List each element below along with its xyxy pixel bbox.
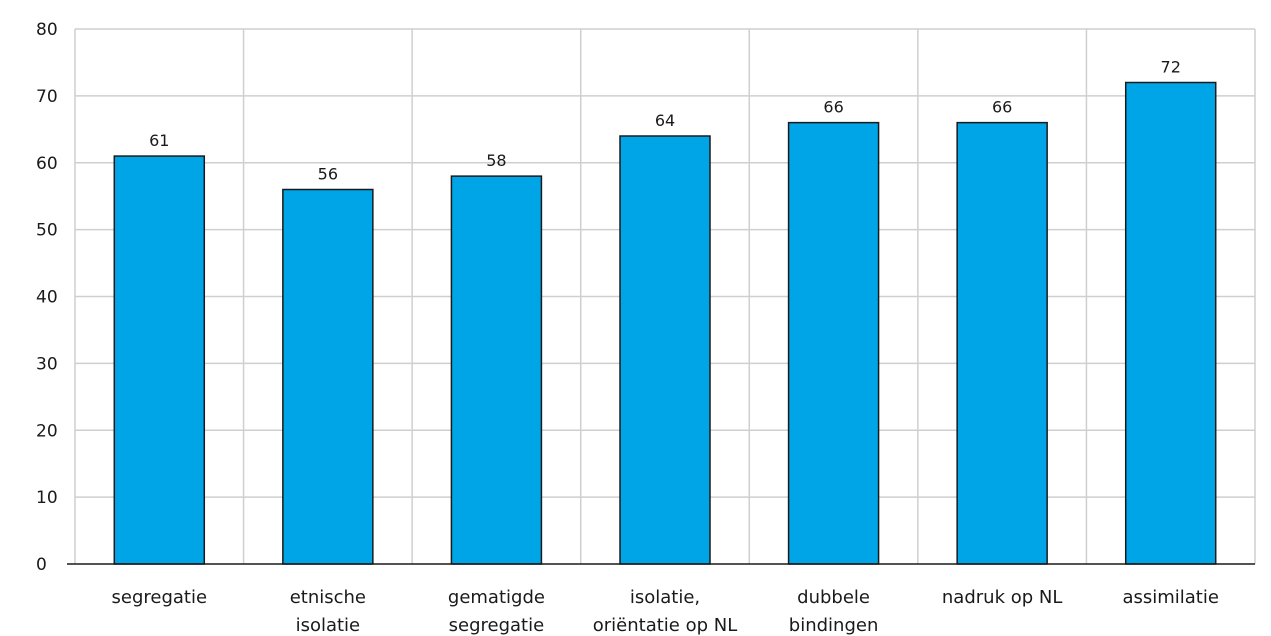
y-tick-label: 10 bbox=[36, 488, 58, 508]
data-label: 58 bbox=[486, 151, 506, 170]
data-label: 66 bbox=[823, 98, 843, 117]
y-tick-label: 40 bbox=[36, 288, 58, 308]
bar bbox=[282, 188, 374, 565]
bar bbox=[956, 121, 1048, 565]
x-tick-label: nadruk op NL bbox=[942, 587, 1062, 608]
bar bbox=[113, 155, 206, 565]
y-tick-label: 70 bbox=[36, 87, 58, 107]
y-tick-label: 60 bbox=[36, 154, 58, 174]
data-label: 64 bbox=[655, 111, 675, 130]
x-tick-label: etnische isolatie bbox=[290, 587, 366, 636]
y-tick-label: 30 bbox=[36, 354, 58, 374]
y-tick-label: 80 bbox=[36, 20, 58, 40]
x-tick-label: dubbele bindingen bbox=[789, 587, 879, 636]
bar bbox=[787, 121, 880, 565]
bar bbox=[450, 175, 543, 565]
x-tick-label: assimilatie bbox=[1122, 587, 1219, 608]
x-tick-label: segregatie bbox=[112, 587, 208, 608]
x-tick-label: gematigde segregatie bbox=[448, 587, 545, 636]
data-label: 66 bbox=[992, 98, 1012, 117]
y-tick-label: 20 bbox=[36, 421, 58, 441]
y-tick-label: 0 bbox=[36, 555, 47, 575]
data-label: 56 bbox=[318, 165, 338, 184]
bar bbox=[1124, 81, 1217, 565]
x-tick-label: isolatie, oriëntatie op NL bbox=[593, 587, 738, 636]
data-label: 61 bbox=[149, 131, 169, 150]
bars bbox=[113, 81, 1217, 565]
labels: 0 10 20 30 40 50 60 70 80 61 segregatie 56 etnische i… bbox=[36, 20, 1219, 636]
y-tick-label: 50 bbox=[36, 221, 58, 241]
bar bbox=[619, 135, 711, 565]
data-label: 72 bbox=[1161, 58, 1181, 77]
